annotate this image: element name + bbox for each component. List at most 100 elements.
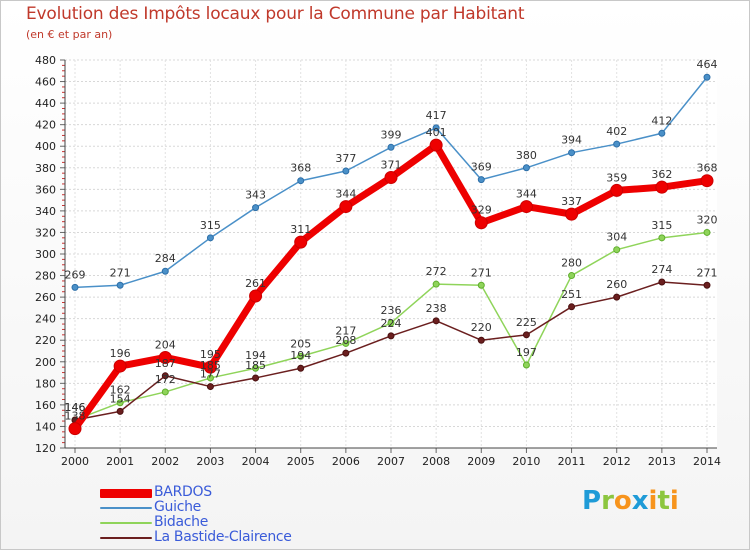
x-tick-label: 2000	[61, 455, 89, 468]
x-tick-label: 2007	[377, 455, 405, 468]
y-tick-label: 460	[35, 76, 56, 89]
data-point	[610, 183, 624, 197]
y-tick-label: 280	[35, 270, 56, 283]
legend-swatch	[100, 537, 152, 539]
data-label: 196	[110, 347, 131, 360]
data-label: 217	[335, 324, 356, 337]
data-label: 172	[155, 373, 176, 386]
y-tick-label: 240	[35, 313, 56, 326]
x-tick-label: 2005	[287, 455, 315, 468]
data-point	[700, 174, 714, 188]
data-label: 280	[561, 257, 582, 270]
data-point	[703, 228, 711, 236]
data-label: 154	[110, 392, 131, 405]
data-point	[342, 167, 350, 175]
data-point	[252, 374, 260, 382]
data-label: 204	[155, 338, 176, 351]
y-tick-label: 480	[35, 54, 56, 67]
data-point	[297, 364, 305, 372]
y-tick-label: 380	[35, 162, 56, 175]
data-point	[206, 374, 214, 382]
data-label: 304	[606, 231, 627, 244]
data-label: 271	[110, 266, 131, 279]
logo-letter: i	[648, 486, 658, 516]
data-label: 344	[335, 188, 356, 201]
data-label: 251	[561, 288, 582, 301]
data-label: 377	[335, 152, 356, 165]
data-label: 224	[381, 317, 402, 330]
y-tick-label: 320	[35, 226, 56, 239]
data-point	[387, 319, 395, 327]
y-tick-label: 360	[35, 183, 56, 196]
data-label: 194	[290, 349, 311, 362]
data-label: 315	[200, 219, 221, 232]
data-label: 271	[697, 266, 718, 279]
data-label: 371	[381, 158, 402, 171]
data-label: 271	[471, 266, 492, 279]
y-tick-label: 400	[35, 140, 56, 153]
data-label: 380	[516, 149, 537, 162]
logo-letter: t	[657, 486, 670, 516]
data-point	[252, 204, 260, 212]
data-label: 359	[606, 171, 627, 184]
data-label: 399	[381, 128, 402, 141]
data-point	[116, 407, 124, 415]
data-point	[658, 234, 666, 242]
data-label: 146	[65, 401, 86, 414]
data-label: 401	[426, 126, 447, 139]
data-label: 311	[290, 223, 311, 236]
data-point	[477, 176, 485, 184]
data-point	[68, 422, 82, 436]
data-label: 274	[651, 263, 672, 276]
x-tick-label: 2011	[558, 455, 586, 468]
data-label: 185	[200, 359, 221, 372]
data-label: 195	[200, 348, 221, 361]
data-label: 344	[516, 188, 537, 201]
legend-swatch	[100, 522, 152, 524]
logo-letter: i	[669, 486, 679, 516]
data-label: 162	[110, 384, 131, 397]
x-tick-label: 2004	[242, 455, 270, 468]
x-tick-label: 2014	[693, 455, 721, 468]
data-label: 220	[471, 321, 492, 334]
data-label: 329	[471, 204, 492, 217]
data-point	[387, 143, 395, 151]
data-label: 343	[245, 189, 266, 202]
data-point	[249, 289, 263, 303]
data-point	[655, 180, 669, 194]
data-point	[568, 149, 576, 157]
x-tick-label: 2008	[422, 455, 450, 468]
data-point	[116, 281, 124, 289]
data-label: 187	[155, 357, 176, 370]
data-label: 320	[697, 213, 718, 226]
data-label: 260	[606, 278, 627, 291]
data-label: 284	[155, 252, 176, 265]
data-label: 261	[245, 277, 266, 290]
data-point	[342, 339, 350, 347]
data-point	[113, 359, 127, 373]
data-point	[297, 177, 305, 185]
data-point	[206, 234, 214, 242]
data-label: 269	[65, 268, 86, 281]
y-tick-label: 200	[35, 356, 56, 369]
data-label: 238	[426, 302, 447, 315]
x-tick-label: 2003	[196, 455, 224, 468]
data-point	[613, 293, 621, 301]
data-point	[294, 235, 308, 249]
logo-letter: P	[582, 486, 602, 516]
x-tick-label: 2002	[151, 455, 179, 468]
x-tick-label: 2010	[512, 455, 540, 468]
data-label: 236	[381, 304, 402, 317]
data-point	[158, 350, 172, 364]
data-label: 272	[426, 265, 447, 278]
data-point	[252, 364, 260, 372]
data-point	[387, 332, 395, 340]
legend-label: La Bastide-Clairence	[154, 529, 292, 545]
data-label: 337	[561, 195, 582, 208]
data-point	[658, 278, 666, 286]
data-label: 402	[606, 125, 627, 138]
data-label: 194	[245, 349, 266, 362]
x-tick-label: 2006	[332, 455, 360, 468]
legend-swatch	[100, 489, 152, 498]
